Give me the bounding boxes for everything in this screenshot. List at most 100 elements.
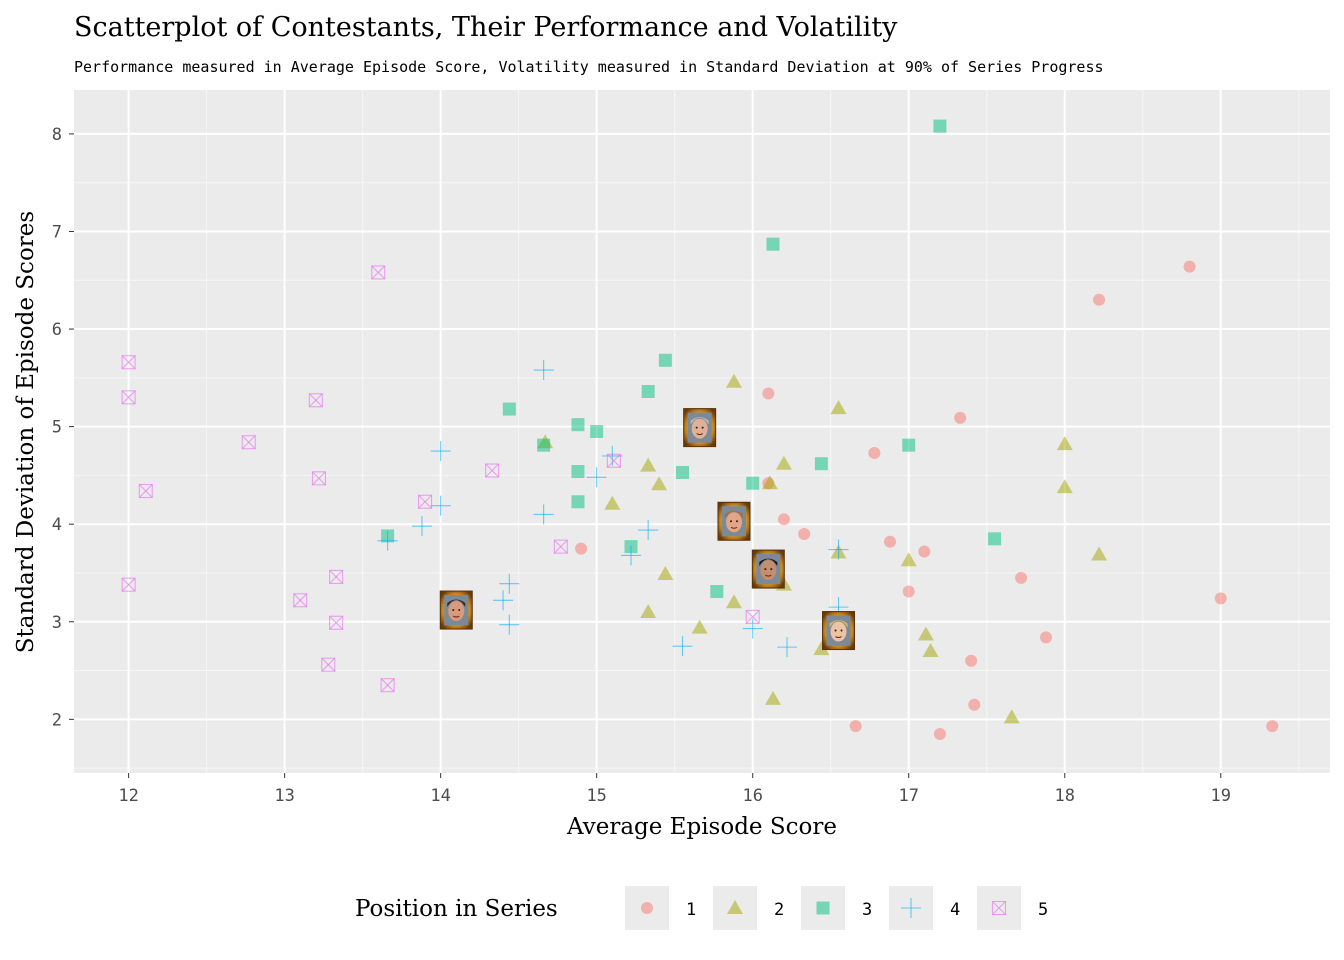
legend-label: 5: [1038, 900, 1048, 920]
data-point-position-2: [1003, 709, 1020, 724]
data-point-position-3: [988, 532, 1002, 546]
x-axis-ticks: 12 13 14 15 16 17 18 19: [118, 773, 1231, 806]
data-point-position-1: [954, 411, 967, 424]
y-tick-label: 6: [52, 320, 62, 340]
data-point-position-2: [1091, 546, 1108, 561]
data-point-position-1: [798, 527, 811, 540]
data-point-position-2: [604, 495, 621, 510]
data-point-position-3: [933, 119, 947, 133]
data-point-position-3: [658, 353, 672, 367]
data-point-position-1: [1183, 260, 1196, 273]
data-point-position-2: [691, 619, 708, 634]
data-point-position-2: [725, 373, 742, 388]
data-point-position-4: [411, 516, 432, 537]
data-point-position-4: [777, 637, 798, 658]
data-point-position-1: [868, 446, 881, 459]
data-point-position-1: [1093, 293, 1106, 306]
data-point-position-4: [430, 495, 451, 516]
contestant-portrait-icon: [751, 549, 785, 589]
data-point-position-2: [640, 604, 657, 619]
data-point-position-3: [641, 384, 655, 398]
data-point-position-5: [485, 463, 500, 478]
data-point-position-1: [968, 698, 981, 711]
y-tick-label: 3: [52, 613, 62, 633]
y-tick-label: 8: [52, 125, 62, 145]
data-point-position-5: [321, 657, 336, 672]
data-point-position-5: [606, 453, 621, 468]
data-point-position-4: [533, 360, 554, 381]
legend-label: 3: [862, 900, 872, 920]
data-point-position-2: [657, 565, 674, 580]
data-point-position-5: [293, 593, 308, 608]
data-point-position-5: [380, 678, 395, 693]
y-axis-ticks: 2 3 4 5 6 7 8: [52, 125, 74, 730]
data-point-position-5: [311, 471, 327, 486]
data-point-position-5: [308, 393, 323, 408]
contestant-portrait-icon: [717, 501, 751, 541]
data-point-position-3: [814, 457, 828, 471]
x-tick-label: 19: [1211, 786, 1231, 806]
data-point-position-4: [672, 636, 693, 657]
data-point-position-4: [499, 573, 520, 594]
legend-label: 1: [686, 900, 696, 920]
data-point-position-4: [586, 467, 607, 488]
data-point-position-5: [745, 609, 760, 624]
data-point-position-1: [1266, 720, 1279, 733]
data-point-position-1: [933, 727, 946, 740]
chart-subtitle: Performance measured in Average Episode …: [74, 58, 1104, 76]
legend-item-3: 3: [801, 886, 872, 930]
x-tick-label: 14: [430, 786, 450, 806]
legend-marker-4: [901, 898, 921, 918]
data-point-position-2: [1056, 479, 1073, 494]
data-point-position-5: [121, 355, 136, 370]
legend-item-2: 2: [713, 886, 784, 930]
legend: Position in Series 1 2 3 4 5: [355, 886, 1048, 930]
y-tick-label: 7: [52, 222, 62, 242]
data-point-position-4: [621, 545, 642, 566]
data-point-position-3: [710, 585, 724, 599]
chart-title: Scatterplot of Contestants, Their Perfor…: [74, 12, 898, 43]
legend-keys: 1 2 3 4 5: [625, 886, 1048, 930]
data-point-position-1: [1040, 631, 1053, 644]
data-point-position-3: [675, 465, 689, 479]
data-point-position-2: [813, 641, 830, 656]
x-tick-label: 13: [274, 786, 294, 806]
data-point-position-2: [775, 455, 792, 470]
data-point-position-2: [1056, 436, 1073, 451]
data-point-position-1: [762, 387, 775, 400]
data-point-position-5: [121, 577, 136, 592]
data-point-position-1: [777, 513, 790, 526]
data-point-position-1: [1015, 571, 1028, 584]
data-point-position-2: [640, 457, 657, 472]
data-point-position-1: [965, 654, 978, 667]
legend-item-5: 5: [977, 886, 1048, 930]
data-point-position-2: [725, 594, 742, 609]
data-point-position-5: [329, 569, 344, 584]
legend-label: 4: [950, 900, 960, 920]
x-axis-title: Average Episode Score: [566, 814, 837, 840]
legend-title: Position in Series: [355, 896, 558, 922]
data-point-position-3: [902, 438, 916, 452]
data-point-position-5: [553, 539, 568, 554]
data-point-position-2: [922, 643, 939, 658]
data-point-position-4: [742, 618, 763, 639]
data-point-position-5: [241, 435, 256, 450]
data-point-position-5: [138, 483, 153, 499]
data-point-position-2: [764, 690, 781, 705]
legend-marker-5: [991, 900, 1007, 916]
legend-label: 2: [774, 900, 784, 920]
data-point-position-1: [902, 585, 915, 598]
data-point-position-3: [571, 418, 585, 432]
legend-item-4: 4: [889, 886, 960, 930]
data-point-position-3: [590, 425, 604, 438]
data-point-position-2: [651, 476, 668, 491]
data-point-position-1: [1214, 592, 1227, 605]
x-tick-label: 16: [742, 786, 762, 806]
legend-marker-1: [641, 902, 653, 914]
x-tick-label: 15: [586, 786, 606, 806]
data-point-position-1: [849, 720, 862, 733]
data-point-position-5: [371, 265, 386, 280]
x-tick-label: 17: [898, 786, 918, 806]
data-point-position-4: [828, 539, 849, 560]
